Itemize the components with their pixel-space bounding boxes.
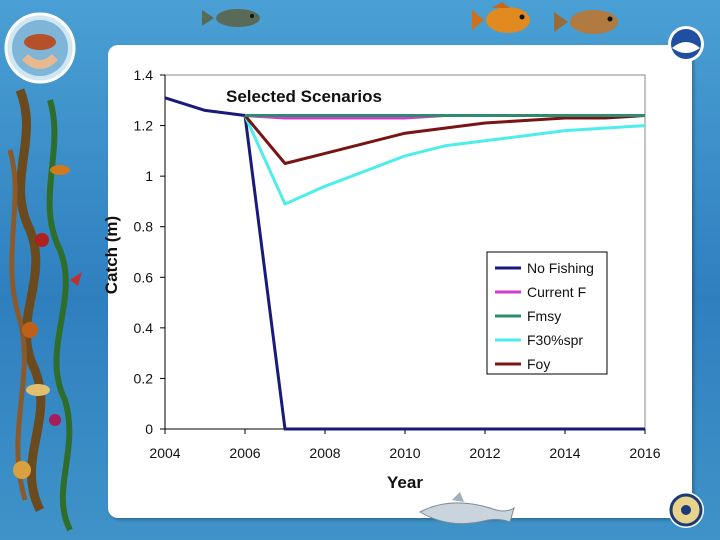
y-tick-label: 0.4 — [134, 320, 154, 336]
legend-label: F30%spr — [527, 332, 583, 348]
x-tick-label: 2010 — [389, 445, 420, 461]
legend-box — [486, 251, 608, 375]
y-tick-label: 1.4 — [134, 67, 154, 83]
legend: No Fishing Current F Fmsy F30%spr Foy — [486, 251, 608, 375]
y-tick-label: 0.6 — [134, 269, 154, 285]
y-tick-label: 1.2 — [134, 118, 154, 134]
legend-label: Foy — [527, 356, 550, 372]
x-axis-title: Year — [387, 473, 423, 492]
legend-label: No Fishing — [527, 260, 594, 276]
x-tick-label: 2014 — [549, 445, 580, 461]
series-lines — [164, 96, 646, 431]
x-tick-label: 2004 — [149, 445, 180, 461]
y-axis-title: Catch (m) — [102, 216, 121, 294]
x-tick-label: 2012 — [469, 445, 500, 461]
x-tick-label: 2016 — [629, 445, 660, 461]
chart-title: Selected Scenarios — [226, 87, 382, 106]
legend-label: Current F — [527, 284, 586, 300]
y-tick-label: 0.8 — [134, 219, 154, 235]
series-line-f30-spr — [243, 114, 646, 206]
x-tick-label: 2006 — [229, 445, 260, 461]
y-tick-label: 1 — [145, 168, 153, 184]
legend-label: Fmsy — [527, 308, 561, 324]
x-tick-label: 2008 — [309, 445, 340, 461]
y-tick-label: 0.2 — [134, 370, 154, 386]
y-tick-label: 0 — [145, 421, 153, 437]
kelp-border-icon — [7, 88, 82, 532]
series-line-foy — [243, 114, 646, 165]
